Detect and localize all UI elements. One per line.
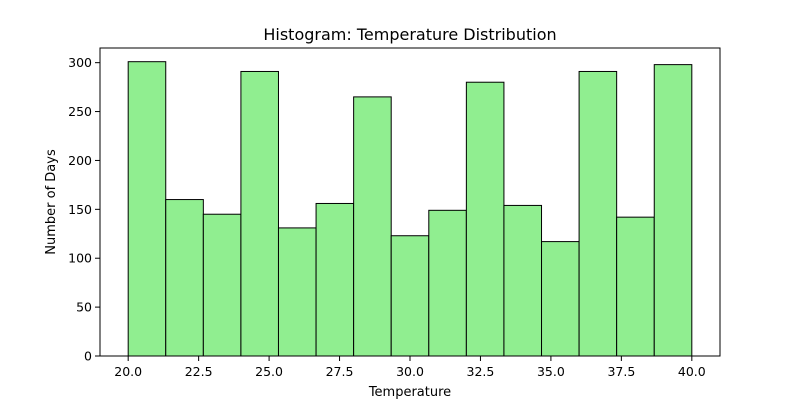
y-axis-ticks: 0 50 100 150 200 250 300 xyxy=(68,55,100,364)
x-axis-label: Temperature xyxy=(368,385,451,400)
y-tick-label: 50 xyxy=(76,300,92,315)
x-tick-label: 27.5 xyxy=(326,364,354,379)
y-tick-label: 250 xyxy=(68,104,92,119)
x-tick-label: 30.0 xyxy=(396,364,424,379)
x-tick-label: 37.5 xyxy=(607,364,635,379)
y-tick-label: 150 xyxy=(68,202,92,217)
histogram-bar xyxy=(616,216,655,357)
x-tick-label: 35.0 xyxy=(537,364,565,379)
histogram-bar xyxy=(390,235,430,357)
chart-title: Histogram: Temperature Distribution xyxy=(263,25,556,44)
bars-group xyxy=(127,61,693,357)
histogram-bar xyxy=(653,64,693,357)
x-tick-label: 32.5 xyxy=(467,364,495,379)
x-axis-ticks: 20.0 22.5 25.0 27.5 30.0 32.5 35.0 37.5 40.0 xyxy=(114,356,706,379)
histogram-bar xyxy=(353,96,392,357)
histogram-bar xyxy=(165,199,204,357)
histogram-bar xyxy=(277,227,317,357)
histogram-bar xyxy=(541,241,580,357)
histogram-bar xyxy=(428,209,467,357)
histogram-bar xyxy=(578,70,618,357)
histogram-bar xyxy=(240,70,279,357)
histogram-bar xyxy=(503,204,543,357)
x-tick-label: 25.0 xyxy=(255,364,283,379)
x-tick-label: 40.0 xyxy=(678,364,706,379)
y-tick-label: 0 xyxy=(84,349,92,364)
y-tick-label: 200 xyxy=(68,153,92,168)
histogram-bar xyxy=(315,202,355,357)
histogram-bar xyxy=(465,81,505,357)
y-tick-label: 100 xyxy=(68,251,92,266)
x-tick-label: 20.0 xyxy=(114,364,142,379)
histogram-bar xyxy=(202,213,242,357)
histogram-bar xyxy=(127,61,167,357)
y-axis-label: Number of Days xyxy=(44,149,59,255)
y-tick-label: 300 xyxy=(68,55,92,70)
x-tick-label: 22.5 xyxy=(185,364,213,379)
